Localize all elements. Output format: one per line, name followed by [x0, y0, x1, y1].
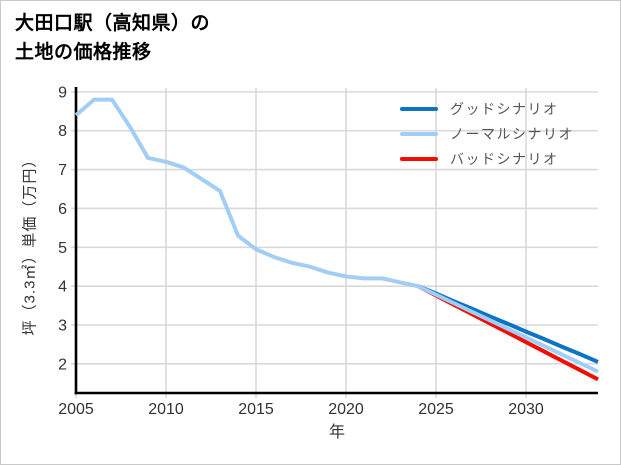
y-tick-label: 8 — [58, 123, 67, 140]
legend-line-icon — [400, 156, 438, 161]
legend-item-2: バッドシナリオ — [400, 146, 574, 171]
y-tick-label: 3 — [58, 318, 67, 335]
x-tick-label: 2025 — [418, 401, 454, 418]
y-tick-label: 7 — [58, 162, 67, 179]
y-tick-label: 6 — [58, 201, 67, 218]
y-tick-label: 4 — [58, 279, 67, 296]
legend-label: グッドシナリオ — [450, 100, 559, 117]
x-tick-label: 2005 — [58, 401, 94, 418]
legend-item-0: グッドシナリオ — [400, 96, 574, 121]
x-tick-label: 2010 — [148, 401, 184, 418]
legend: グッドシナリオ ノーマルシナリオ バッドシナリオ — [400, 96, 574, 171]
legend-line-icon — [400, 106, 438, 111]
y-tick-label: 9 — [58, 84, 67, 101]
y-tick-label: 2 — [58, 356, 67, 373]
chart-title-line2: 土地の価格推移 — [15, 42, 152, 63]
chart-title-line1: 大田口駅（高知県）の — [15, 13, 211, 34]
y-tick-label: 5 — [58, 240, 67, 257]
legend-label: ノーマルシナリオ — [450, 125, 574, 142]
y-axis-label: 坪（3.3㎡）単価（万円） — [21, 151, 39, 336]
x-axis-label: 年 — [328, 424, 345, 441]
legend-label: バッドシナリオ — [450, 150, 559, 167]
x-tick-label: 2015 — [238, 401, 274, 418]
legend-item-1: ノーマルシナリオ — [400, 121, 574, 146]
x-tick-label: 2020 — [328, 401, 364, 418]
series-line-1 — [74, 97, 599, 374]
chart-title: 大田口駅（高知県）の 土地の価格推移 — [15, 9, 210, 67]
x-tick-label: 2030 — [508, 401, 544, 418]
legend-line-icon — [400, 131, 438, 136]
